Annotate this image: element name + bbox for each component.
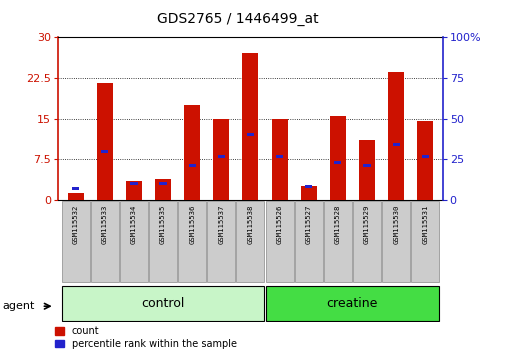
Text: GSM115538: GSM115538 [247,204,253,244]
Bar [358,140,374,200]
Text: GSM115533: GSM115533 [102,204,108,244]
Bar [96,83,113,200]
Bar [90,201,119,282]
Bar [236,201,264,282]
Bar [246,133,254,136]
Legend: count, percentile rank within the sample: count, percentile rank within the sample [56,326,236,349]
Text: GSM115530: GSM115530 [392,204,398,244]
Bar [62,201,89,282]
Text: GSM115528: GSM115528 [334,204,340,244]
Bar [392,143,399,146]
Text: GSM115527: GSM115527 [305,204,311,244]
Bar [381,201,410,282]
Bar [72,187,79,190]
Bar [130,182,137,185]
Bar [329,116,345,200]
Bar [421,155,428,158]
Bar [352,201,380,282]
Bar [126,181,142,200]
Bar [387,73,403,200]
Bar [207,201,235,282]
Bar [149,201,177,282]
Bar [334,161,341,164]
Bar [294,201,322,282]
Bar [271,119,287,200]
Bar [62,286,264,321]
Text: control: control [141,297,184,310]
Bar [217,155,225,158]
Bar [68,194,83,200]
Text: GSM115531: GSM115531 [422,204,427,244]
Text: agent: agent [3,301,35,311]
Bar [300,187,316,200]
Text: GDS2765 / 1446499_at: GDS2765 / 1446499_at [157,12,318,27]
Text: GSM115529: GSM115529 [363,204,369,244]
Text: GSM115532: GSM115532 [73,204,78,244]
Bar [155,179,171,200]
Bar [159,182,166,185]
Bar [305,185,312,188]
Bar [417,121,432,200]
Text: GSM115536: GSM115536 [189,204,195,244]
Text: GSM115526: GSM115526 [276,204,282,244]
Bar [242,53,258,200]
Bar [213,119,229,200]
Bar [101,150,108,153]
Text: creatine: creatine [326,297,377,310]
Bar [184,105,200,200]
Bar [323,201,351,282]
Text: GSM115535: GSM115535 [160,204,166,244]
Bar [265,201,293,282]
Bar [411,201,438,282]
Text: GSM115534: GSM115534 [131,204,137,244]
Bar [178,201,206,282]
Bar [275,155,283,158]
Text: GSM115537: GSM115537 [218,204,224,244]
Bar [120,201,147,282]
Bar [188,164,195,167]
Bar [363,164,370,167]
Bar [265,286,438,321]
